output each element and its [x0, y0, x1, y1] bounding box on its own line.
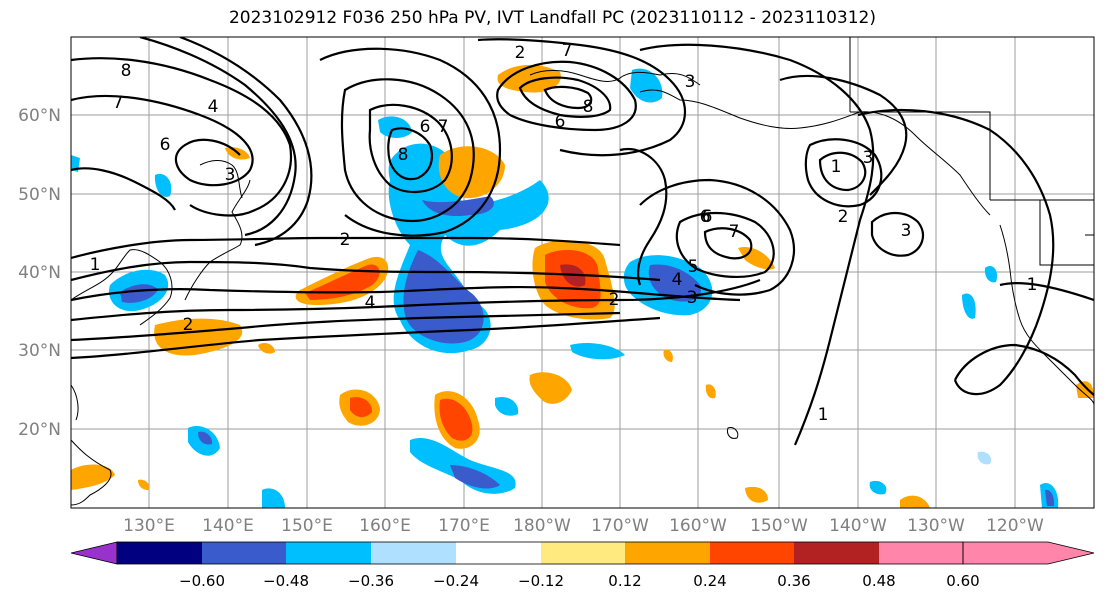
contour-label: 7 [113, 93, 124, 113]
contour-label: 4 [365, 293, 376, 313]
contour-label: 6 [702, 207, 713, 227]
colorbar-tick-label: 0.36 [777, 572, 810, 590]
lon-label: 140°W [829, 516, 887, 536]
contour-label: 2 [340, 230, 351, 250]
colorbar-tick-label: 0.24 [693, 572, 726, 590]
colorbar-extend-low [70, 541, 118, 565]
lon-label: 120°W [986, 516, 1044, 536]
colorbar-tick-label: −0.48 [263, 572, 309, 590]
colorbar-swatch [625, 542, 710, 564]
lon-label: 160°W [669, 516, 727, 536]
contour-label: 2 [838, 207, 849, 227]
colorbar-swatch [202, 542, 286, 564]
contour-label: 3 [687, 288, 698, 308]
lon-label: 180°W [513, 516, 571, 536]
contour-label: 8 [398, 145, 409, 165]
contour-label: 1 [90, 255, 101, 275]
contour-label: 6 [700, 207, 711, 227]
colorbar-swatch [456, 542, 541, 564]
figure-title: 2023102912 F036 250 hPa PV, IVT Landfall… [228, 8, 876, 28]
lon-label: 150°W [750, 516, 808, 536]
contour-label: 4 [672, 270, 683, 290]
lon-label: 170°W [591, 516, 649, 536]
colorbar-tick-label: 0.12 [608, 572, 641, 590]
colorbar-tick-label: −0.12 [518, 572, 564, 590]
contour-label: 7 [438, 117, 449, 137]
contour-label: 5 [688, 257, 699, 277]
colorbar-extend-high [962, 541, 1095, 565]
lat-label: 60°N [18, 106, 61, 126]
colorbar-tick-label: −0.24 [433, 572, 479, 590]
colorbar-swatch [371, 542, 456, 564]
contour-labels: 8 7 6 4 3 2 1 2 7 6 6 8 7 6 8 7 3 2 1 2 … [90, 41, 1038, 425]
lon-label: 160°E [359, 516, 411, 536]
lat-label: 20°N [18, 420, 61, 440]
lat-label: 40°N [18, 263, 61, 283]
contour-label: 6 [555, 112, 566, 132]
contour-label: 8 [121, 61, 132, 81]
longitude-labels: 130°E 140°E 150°E 160°E 170°E 180°W 170°… [123, 516, 1044, 536]
coastlines [71, 37, 1094, 506]
colorbar-tick-label: 0.60 [946, 572, 979, 590]
lon-label: 140°E [202, 516, 254, 536]
contour-label: 1 [818, 405, 829, 425]
colorbar-swatch [879, 542, 963, 564]
contour-label: 2 [183, 315, 194, 335]
colorbar-tick-label: −0.36 [348, 572, 394, 590]
lon-label: 170°E [438, 516, 490, 536]
contour-label: 1 [1027, 275, 1038, 295]
contour-label: 3 [863, 148, 874, 168]
contour-lines [71, 37, 1094, 446]
contour-label: 6 [420, 117, 431, 137]
contour-label: 8 [583, 97, 594, 117]
colorbar-swatch [541, 542, 625, 564]
map-frame [70, 36, 1095, 509]
colorbar-tick-label: −0.60 [179, 572, 225, 590]
lon-label: 130°W [907, 516, 965, 536]
colorbar-swatch [117, 542, 202, 564]
contour-label: 3 [901, 221, 912, 241]
contour-label: 4 [208, 97, 219, 117]
contour-label: 2 [515, 43, 526, 63]
lon-label: 130°E [123, 516, 175, 536]
contour-label: 7 [729, 222, 740, 242]
contour-label: 3 [225, 165, 236, 185]
contour-label: 1 [831, 157, 842, 177]
colorbar: −0.60 −0.48 −0.36 −0.24 −0.12 0.12 0.24 … [70, 541, 1095, 590]
contour-label: 6 [160, 135, 171, 155]
contour-label: 3 [685, 72, 696, 92]
lat-label: 30°N [18, 341, 61, 361]
latitude-labels: 60°N 50°N 40°N 30°N 20°N [18, 106, 61, 440]
lat-label: 50°N [18, 185, 61, 205]
contour-label: 7 [562, 41, 573, 61]
colorbar-tick-label: 0.48 [862, 572, 895, 590]
colorbar-swatch [710, 542, 794, 564]
colorbar-swatch [286, 542, 371, 564]
contour-label: 2 [609, 290, 620, 310]
colorbar-swatch [794, 542, 879, 564]
lon-label: 150°E [281, 516, 333, 536]
